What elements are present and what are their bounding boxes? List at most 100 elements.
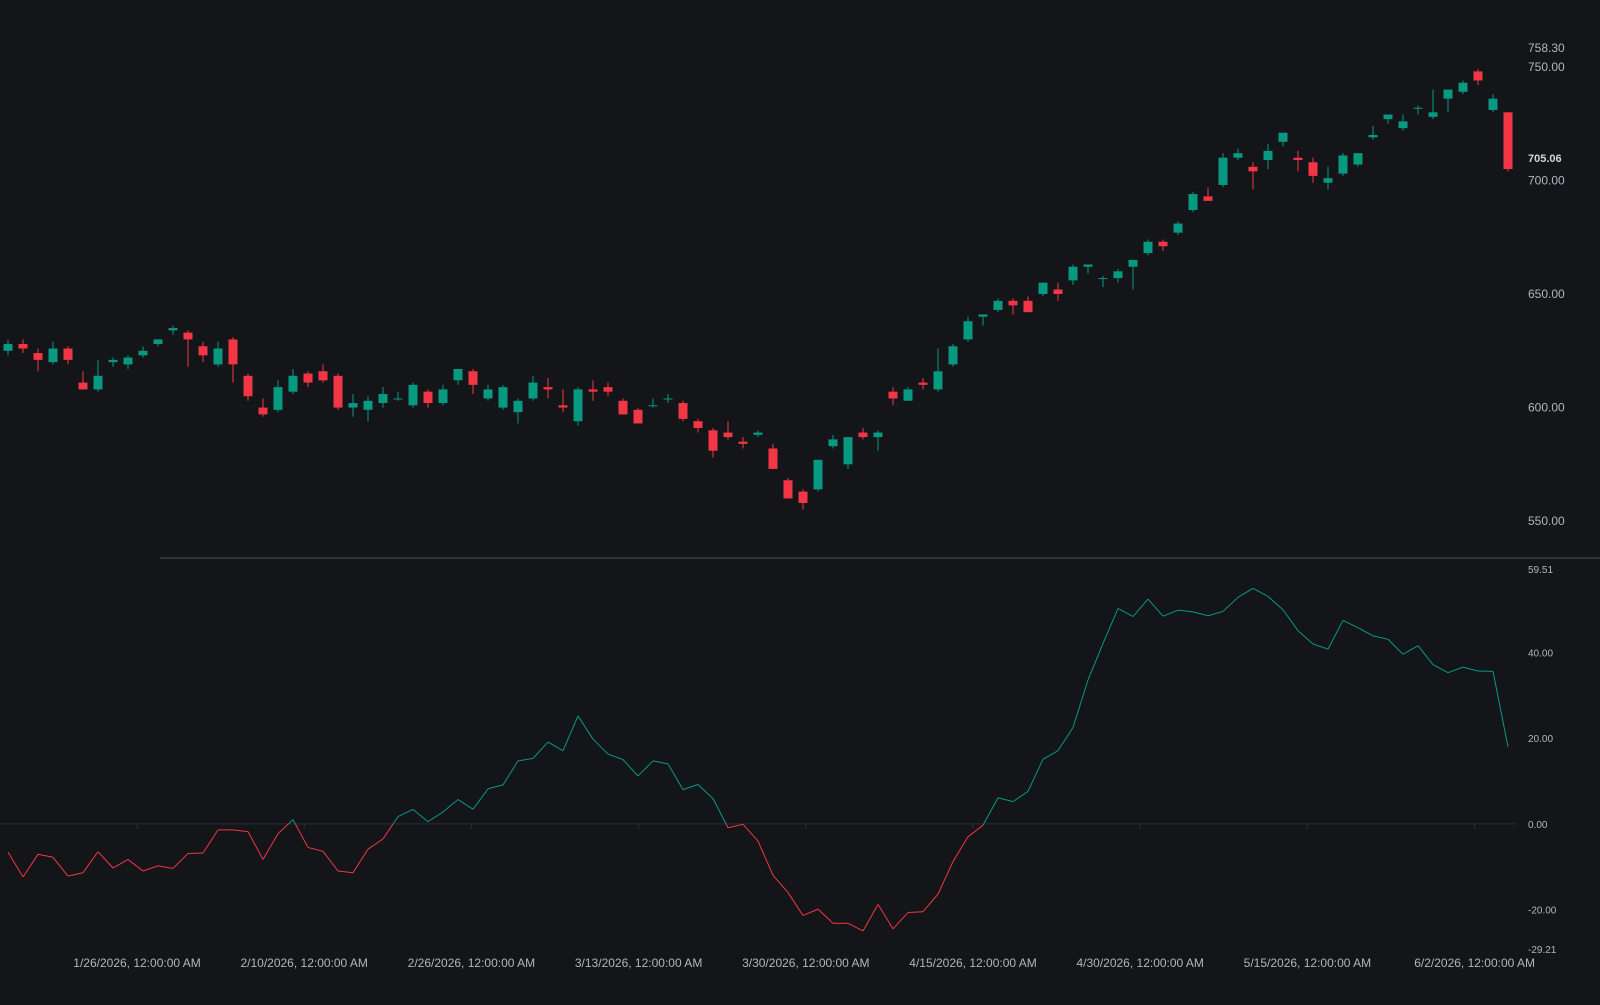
candle-body	[1294, 158, 1303, 160]
candle-body	[979, 314, 988, 316]
price-tick-label: 700.00	[1528, 173, 1565, 187]
candle-body	[184, 333, 193, 340]
candle-body	[1474, 71, 1483, 80]
candle-body	[814, 460, 823, 490]
oscillator-max-label: 59.51	[1528, 565, 1553, 576]
candle-body	[904, 389, 913, 400]
candle-body	[1444, 90, 1453, 99]
time-tick-label: 6/2/2026, 12:00:00 AM	[1414, 956, 1535, 970]
candle[interactable]	[679, 401, 688, 421]
candle-body	[634, 410, 643, 424]
candle[interactable]	[409, 383, 418, 408]
candle[interactable]	[499, 385, 508, 410]
candle-body	[1339, 155, 1348, 173]
candle-body	[424, 392, 433, 403]
candle-body	[844, 437, 853, 464]
candle[interactable]	[334, 374, 343, 410]
candle[interactable]	[1219, 153, 1228, 187]
candle-body	[679, 403, 688, 419]
candle-body	[664, 398, 673, 399]
candle-body	[274, 387, 283, 410]
candle-body	[739, 442, 748, 444]
candle[interactable]	[784, 478, 793, 498]
candle-body	[949, 346, 958, 364]
price-tick-label: 550.00	[1528, 514, 1565, 528]
candle-body	[1309, 162, 1318, 176]
candle-body	[829, 439, 838, 446]
candle-body	[604, 387, 613, 392]
oscillator-tick-label: 0.00	[1528, 820, 1548, 831]
candle-body	[1204, 196, 1213, 201]
oscillator-tick-label: 40.00	[1528, 649, 1553, 660]
candle-body	[874, 433, 883, 438]
candle-body	[439, 389, 448, 403]
candle-body	[79, 383, 88, 390]
time-tick-label: 4/30/2026, 12:00:00 AM	[1076, 956, 1203, 970]
candle-body	[589, 389, 598, 391]
time-tick-label: 5/15/2026, 12:00:00 AM	[1244, 956, 1371, 970]
candle-body	[1414, 108, 1423, 109]
candle-body	[1324, 178, 1333, 183]
oscillator-tick-label: -20.00	[1528, 906, 1557, 917]
candle-body	[799, 492, 808, 503]
candle-body	[334, 376, 343, 408]
candle-body	[199, 346, 208, 355]
price-tick-label: 750.00	[1528, 60, 1565, 74]
candle-body	[229, 339, 238, 364]
candle-body	[1459, 83, 1468, 92]
candle-body	[994, 301, 1003, 310]
candle-body	[34, 353, 43, 360]
candle-body	[754, 433, 763, 435]
candle-body	[574, 389, 583, 421]
candle-body	[469, 371, 478, 385]
time-tick-label: 1/26/2026, 12:00:00 AM	[73, 956, 200, 970]
time-tick-label: 2/26/2026, 12:00:00 AM	[408, 956, 535, 970]
oscillator-min-label: -29.21	[1528, 945, 1557, 956]
candle-body	[19, 344, 28, 349]
candle[interactable]	[814, 460, 823, 492]
candle[interactable]	[844, 437, 853, 469]
candle[interactable]	[634, 408, 643, 424]
candle[interactable]	[1144, 239, 1153, 255]
candle-body	[1069, 267, 1078, 281]
candle[interactable]	[574, 387, 583, 426]
candle-body	[454, 369, 463, 380]
price-max-label: 758.30	[1528, 41, 1565, 55]
candle-body	[694, 421, 703, 428]
candle[interactable]	[1189, 192, 1198, 212]
candle-body	[1174, 224, 1183, 233]
candle-body	[1039, 283, 1048, 294]
candle[interactable]	[1339, 153, 1348, 176]
candle-body	[1264, 151, 1273, 160]
candle-body	[259, 408, 268, 415]
price-tick-label: 600.00	[1528, 401, 1565, 415]
candle-body	[4, 344, 13, 351]
price-tick-label: 650.00	[1528, 287, 1565, 301]
candle-body	[1279, 133, 1288, 142]
candle-body	[379, 394, 388, 403]
candle-body	[1189, 194, 1198, 210]
candle-body	[64, 349, 73, 360]
candle-body	[934, 371, 943, 389]
candle-body	[1384, 115, 1393, 120]
last-price-label: 705.06	[1528, 153, 1562, 165]
candle-body	[169, 328, 178, 330]
time-tick-label: 2/10/2026, 12:00:00 AM	[240, 956, 367, 970]
time-tick-label: 4/15/2026, 12:00:00 AM	[909, 956, 1036, 970]
candle-body	[49, 349, 58, 363]
candle-body	[1129, 260, 1138, 267]
candle-body	[319, 371, 328, 380]
candle-body	[349, 403, 358, 408]
candle-body	[214, 349, 223, 365]
oscillator-tick-label: 20.00	[1528, 734, 1553, 745]
candle[interactable]	[949, 344, 958, 367]
candle-body	[1399, 121, 1408, 128]
candle[interactable]	[1504, 112, 1513, 171]
candle-body	[1114, 271, 1123, 278]
candle-body	[124, 358, 133, 365]
candle-body	[649, 405, 658, 406]
candle[interactable]	[619, 398, 628, 414]
candle-body	[1159, 242, 1168, 247]
